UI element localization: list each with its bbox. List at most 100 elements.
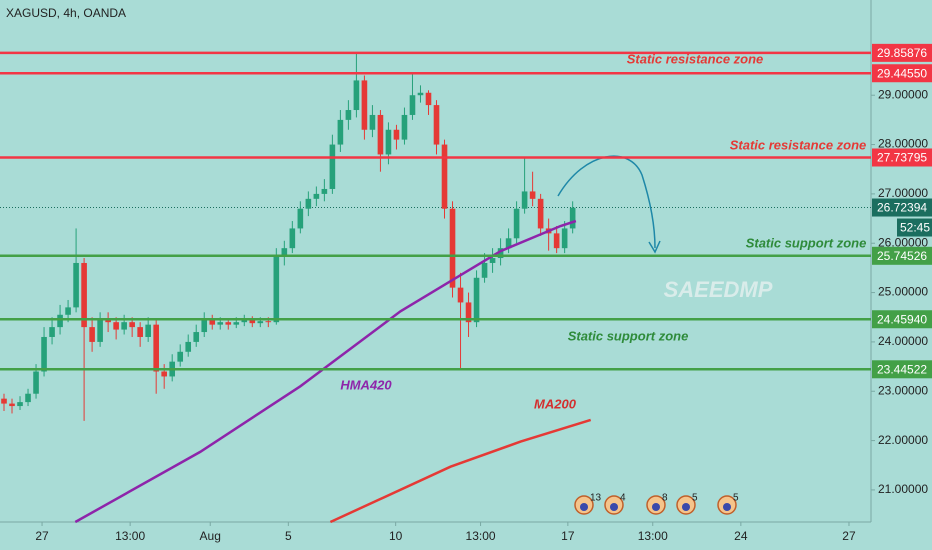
- candle-body: [457, 287, 464, 303]
- level-label: 25.74526: [877, 249, 927, 263]
- annotation: Static support zone: [746, 235, 867, 250]
- candle-body: [1, 398, 7, 404]
- annotation: Static support zone: [568, 328, 689, 343]
- projection-arrow: [557, 155, 656, 249]
- y-tick-label: 27.00000: [878, 186, 928, 200]
- level-label-box: [872, 310, 932, 329]
- event-flag: [682, 503, 690, 511]
- candle-body: [305, 198, 312, 209]
- candle-body: [145, 324, 151, 337]
- level-label: 29.85876: [877, 46, 927, 60]
- level-label: 27.73795: [877, 151, 927, 165]
- level-label: 29.44550: [877, 66, 927, 80]
- x-tick-label: Aug: [200, 529, 221, 543]
- candle-body: [217, 322, 224, 325]
- candle-body: [201, 319, 208, 333]
- candle-body: [345, 110, 352, 120]
- level-label: 23.44522: [877, 362, 927, 376]
- watermark: SAEEDMP: [664, 277, 773, 302]
- candle-body: [57, 314, 63, 328]
- candle-body: [537, 198, 544, 229]
- candle-body: [129, 322, 135, 328]
- annotation: Static resistance zone: [627, 51, 764, 66]
- candle-body: [473, 277, 480, 323]
- candle-body: [105, 319, 111, 323]
- candle-body: [321, 188, 328, 194]
- candle-body: [297, 208, 304, 229]
- y-tick-label: 22.00000: [878, 433, 928, 447]
- event-count: 8: [662, 493, 668, 504]
- event-flag: [652, 503, 660, 511]
- event-count: 4: [620, 493, 626, 504]
- candle-body: [9, 403, 15, 407]
- candle-body: [513, 208, 520, 239]
- y-tick-label: 24.00000: [878, 334, 928, 348]
- candle-body: [561, 228, 568, 249]
- candle-body: [49, 327, 55, 337]
- candle-body: [329, 144, 336, 189]
- y-tick-label: 23.00000: [878, 383, 928, 397]
- candle-body: [505, 238, 512, 249]
- candle-body: [569, 207, 576, 229]
- arrow-head: [648, 240, 661, 254]
- event-count: 13: [590, 493, 602, 504]
- event-flag: [723, 503, 731, 511]
- candle-body: [137, 327, 143, 337]
- level-label: 24.45940: [877, 312, 927, 326]
- candle-body: [361, 80, 368, 130]
- last-price-label: 26.72394: [877, 201, 927, 215]
- countdown-label: 52:45: [900, 221, 930, 235]
- y-tick-label: 26.00000: [878, 235, 928, 249]
- last-price-box: [872, 198, 932, 217]
- level-label-box: [872, 246, 932, 265]
- candle-body: [401, 114, 408, 140]
- candle-body: [65, 307, 71, 315]
- candle-body: [385, 129, 392, 155]
- y-tick-label: 21.00000: [878, 482, 928, 496]
- candle-body: [121, 322, 127, 330]
- candle-body: [153, 324, 159, 372]
- candle-body: [369, 114, 376, 130]
- candle-body: [113, 322, 119, 330]
- candle-body: [417, 92, 424, 96]
- candle-body: [289, 228, 296, 249]
- candle-body: [81, 262, 87, 328]
- indicator-line: [74, 219, 577, 524]
- candle-body: [377, 114, 384, 155]
- candle-body: [41, 336, 47, 372]
- level-label-box: [872, 360, 932, 379]
- series-label: HMA420: [340, 377, 392, 392]
- candle-body: [521, 191, 528, 209]
- candle-body: [249, 319, 256, 324]
- x-tick-label: 27: [35, 529, 49, 543]
- event-count: 5: [692, 493, 698, 504]
- series-label: MA200: [534, 396, 577, 411]
- candle-body: [209, 319, 216, 325]
- candle-body: [481, 262, 488, 278]
- candle-body: [353, 80, 360, 111]
- x-tick-label: 17: [561, 529, 575, 543]
- event-count: 5: [733, 493, 739, 504]
- candle-body: [497, 248, 504, 259]
- candle-body: [241, 319, 248, 323]
- event-flag: [580, 503, 588, 511]
- candle-body: [281, 248, 288, 256]
- candle-body: [273, 255, 280, 323]
- candle-body: [185, 341, 192, 352]
- candle-body: [313, 193, 320, 199]
- x-tick-label: 24: [734, 529, 748, 543]
- chart-title: XAGUSD, 4h, OANDA: [6, 6, 126, 20]
- level-label-box: [872, 43, 932, 62]
- candle-body: [193, 332, 200, 342]
- candle-body: [489, 258, 496, 263]
- x-tick-label: 10: [389, 529, 403, 543]
- level-label-box: [872, 148, 932, 167]
- y-tick-label: 28.00000: [878, 137, 928, 151]
- candle-body: [337, 119, 344, 145]
- candle-body: [257, 321, 264, 324]
- candle-body: [393, 129, 400, 140]
- candle-body: [409, 95, 416, 115]
- event-flag: [610, 503, 618, 511]
- candle-body: [265, 321, 272, 323]
